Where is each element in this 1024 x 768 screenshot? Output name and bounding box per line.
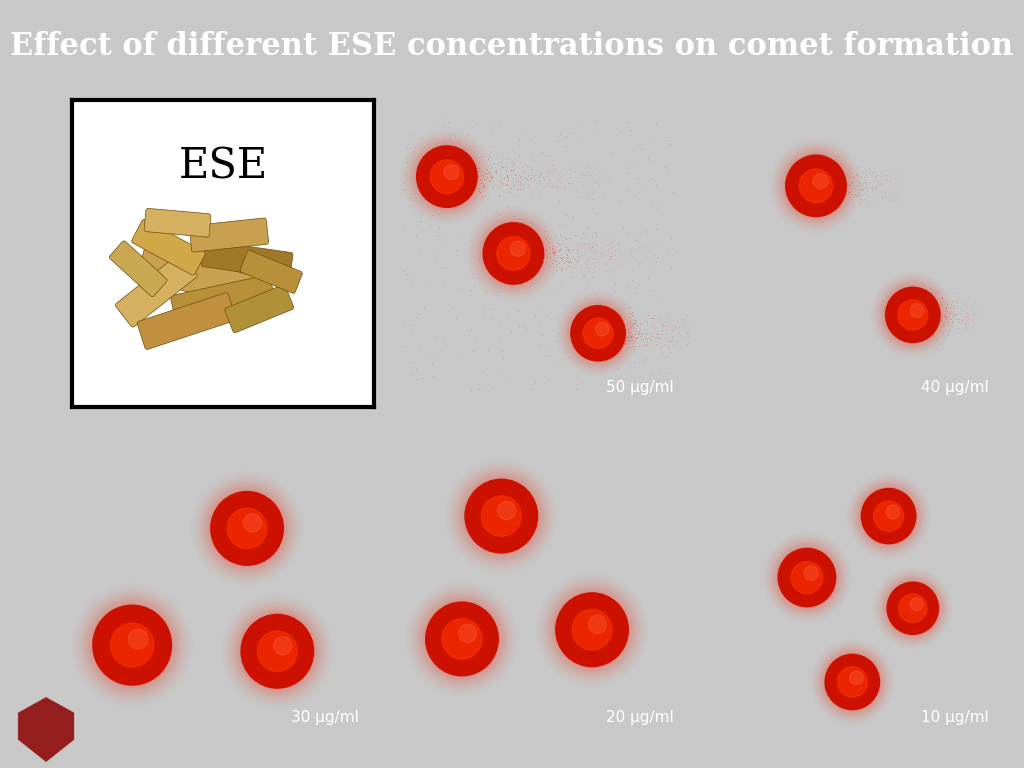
Circle shape	[93, 605, 171, 685]
Circle shape	[887, 582, 939, 634]
Circle shape	[825, 654, 880, 710]
Circle shape	[884, 286, 942, 344]
Circle shape	[424, 600, 501, 678]
Circle shape	[569, 304, 627, 362]
Circle shape	[595, 323, 609, 336]
FancyBboxPatch shape	[171, 275, 275, 324]
Text: 10 μg/ml: 10 μg/ml	[921, 710, 988, 725]
Circle shape	[459, 624, 476, 643]
Text: 30 μg/ml: 30 μg/ml	[291, 710, 359, 725]
FancyBboxPatch shape	[131, 220, 206, 275]
FancyBboxPatch shape	[116, 253, 198, 327]
Text: ESE: ESE	[178, 146, 267, 188]
Circle shape	[886, 505, 899, 519]
Circle shape	[823, 653, 882, 711]
FancyBboxPatch shape	[144, 208, 211, 237]
Circle shape	[483, 223, 544, 284]
FancyBboxPatch shape	[189, 218, 268, 252]
FancyBboxPatch shape	[241, 250, 302, 293]
Circle shape	[572, 610, 612, 650]
Circle shape	[861, 488, 915, 544]
Circle shape	[570, 306, 626, 361]
Circle shape	[90, 603, 174, 687]
Circle shape	[510, 241, 525, 257]
Circle shape	[497, 237, 530, 270]
Circle shape	[239, 612, 315, 690]
Circle shape	[886, 287, 940, 343]
Circle shape	[442, 619, 482, 659]
Circle shape	[498, 502, 516, 520]
Circle shape	[860, 487, 918, 545]
Circle shape	[792, 561, 822, 594]
Circle shape	[415, 144, 479, 209]
Circle shape	[426, 602, 499, 676]
Circle shape	[465, 479, 538, 553]
Circle shape	[589, 615, 606, 634]
Circle shape	[804, 566, 818, 581]
Circle shape	[784, 154, 848, 218]
Circle shape	[443, 164, 459, 180]
Circle shape	[813, 174, 828, 189]
FancyBboxPatch shape	[137, 293, 236, 349]
Circle shape	[244, 514, 261, 532]
Circle shape	[241, 614, 313, 688]
Polygon shape	[17, 697, 75, 763]
Circle shape	[778, 548, 836, 607]
Circle shape	[211, 492, 284, 565]
Circle shape	[257, 631, 297, 671]
Text: 50 μg/ml: 50 μg/ml	[606, 379, 674, 395]
Circle shape	[850, 671, 863, 685]
Circle shape	[910, 598, 923, 611]
Circle shape	[898, 300, 928, 330]
Circle shape	[910, 304, 924, 318]
Circle shape	[899, 594, 927, 623]
Circle shape	[583, 318, 613, 349]
Circle shape	[111, 623, 154, 667]
Circle shape	[128, 629, 147, 649]
Circle shape	[273, 637, 292, 655]
Circle shape	[886, 581, 940, 636]
Circle shape	[417, 146, 477, 207]
Circle shape	[481, 221, 546, 286]
Circle shape	[227, 508, 267, 548]
Circle shape	[785, 155, 846, 217]
Circle shape	[873, 501, 903, 531]
Circle shape	[776, 547, 838, 608]
Text: 20 μg/ml: 20 μg/ml	[606, 710, 674, 725]
FancyBboxPatch shape	[224, 285, 294, 333]
Circle shape	[463, 477, 540, 555]
Circle shape	[556, 593, 629, 667]
FancyBboxPatch shape	[137, 247, 260, 309]
Circle shape	[800, 169, 833, 203]
Circle shape	[430, 160, 464, 194]
Circle shape	[838, 667, 867, 697]
Circle shape	[554, 591, 631, 669]
Text: Effect of different ESE concentrations on comet formation: Effect of different ESE concentrations o…	[10, 31, 1014, 61]
Text: 40 μg/ml: 40 μg/ml	[921, 379, 988, 395]
Circle shape	[209, 489, 286, 568]
FancyBboxPatch shape	[110, 241, 167, 296]
FancyBboxPatch shape	[202, 240, 293, 279]
Circle shape	[481, 496, 521, 536]
